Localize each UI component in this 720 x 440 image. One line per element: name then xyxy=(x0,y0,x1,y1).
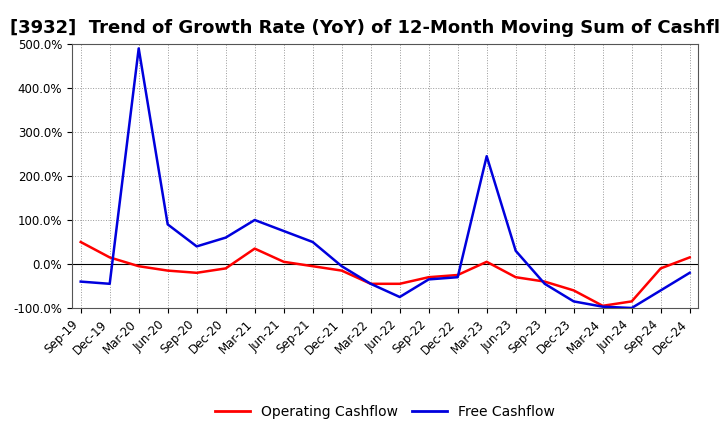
Free Cashflow xyxy=(279,228,288,234)
Free Cashflow xyxy=(135,46,143,51)
Operating Cashflow xyxy=(541,279,549,284)
Free Cashflow xyxy=(395,294,404,300)
Free Cashflow xyxy=(424,277,433,282)
Operating Cashflow xyxy=(76,239,85,245)
Free Cashflow xyxy=(627,305,636,311)
Operating Cashflow xyxy=(221,266,230,271)
Free Cashflow xyxy=(541,281,549,286)
Line: Free Cashflow: Free Cashflow xyxy=(81,48,690,308)
Free Cashflow xyxy=(163,222,172,227)
Operating Cashflow xyxy=(598,303,607,308)
Operating Cashflow xyxy=(627,299,636,304)
Free Cashflow xyxy=(308,239,317,245)
Operating Cashflow xyxy=(366,281,375,286)
Free Cashflow xyxy=(454,275,462,280)
Legend: Operating Cashflow, Free Cashflow: Operating Cashflow, Free Cashflow xyxy=(210,400,560,425)
Operating Cashflow xyxy=(279,259,288,264)
Free Cashflow xyxy=(366,281,375,286)
Free Cashflow xyxy=(657,288,665,293)
Operating Cashflow xyxy=(454,272,462,278)
Operating Cashflow xyxy=(308,264,317,269)
Operating Cashflow xyxy=(163,268,172,273)
Free Cashflow xyxy=(685,270,694,275)
Operating Cashflow xyxy=(657,266,665,271)
Line: Operating Cashflow: Operating Cashflow xyxy=(81,242,690,306)
Operating Cashflow xyxy=(511,275,520,280)
Operating Cashflow xyxy=(338,268,346,273)
Free Cashflow xyxy=(570,299,578,304)
Operating Cashflow xyxy=(424,275,433,280)
Operating Cashflow xyxy=(570,288,578,293)
Free Cashflow xyxy=(221,235,230,240)
Free Cashflow xyxy=(105,281,114,286)
Operating Cashflow xyxy=(685,255,694,260)
Operating Cashflow xyxy=(135,264,143,269)
Free Cashflow xyxy=(598,304,607,309)
Operating Cashflow xyxy=(251,246,259,251)
Free Cashflow xyxy=(482,154,491,159)
Free Cashflow xyxy=(511,248,520,253)
Free Cashflow xyxy=(338,264,346,269)
Operating Cashflow xyxy=(395,281,404,286)
Operating Cashflow xyxy=(105,255,114,260)
Operating Cashflow xyxy=(192,270,201,275)
Title: [3932]  Trend of Growth Rate (YoY) of 12-Month Moving Sum of Cashflows: [3932] Trend of Growth Rate (YoY) of 12-… xyxy=(11,19,720,37)
Free Cashflow xyxy=(192,244,201,249)
Free Cashflow xyxy=(76,279,85,284)
Free Cashflow xyxy=(251,217,259,223)
Operating Cashflow xyxy=(482,259,491,264)
